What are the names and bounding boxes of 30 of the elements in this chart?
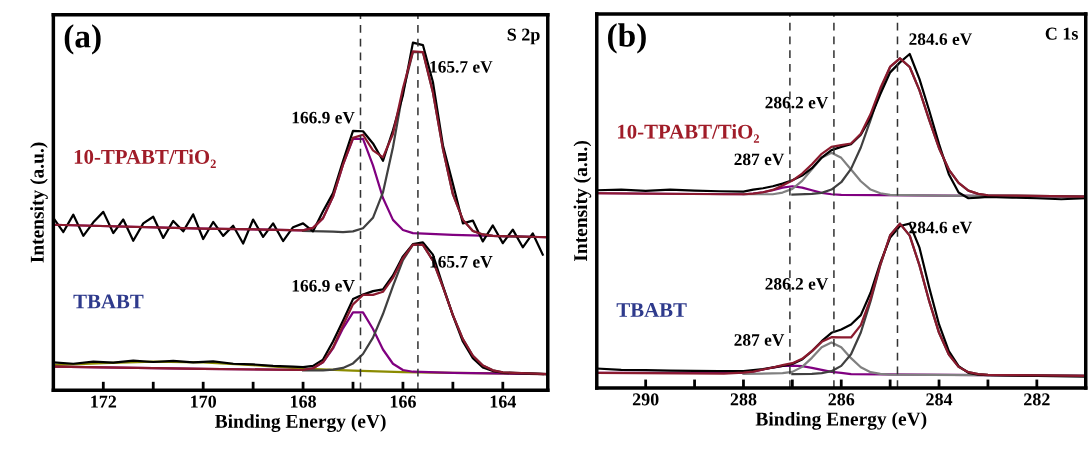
annotation: 286.2 eV <box>765 278 829 290</box>
annotation: 286.2 eV <box>765 96 829 109</box>
annotation: 166.9 eV <box>292 279 355 292</box>
chart-subtitle: C 1s <box>1045 27 1078 40</box>
chart-title: (a) <box>64 24 101 55</box>
chart-subtitle: S 2p <box>507 28 540 45</box>
x-tick-label: 290 <box>632 393 659 406</box>
x-tick-label: 284 <box>926 393 953 406</box>
x-tick-label: 172 <box>91 395 117 408</box>
x-tick-label: 168 <box>290 395 316 408</box>
annotation: 166.9 eV <box>292 111 355 124</box>
annotation: 287 eV <box>734 153 785 166</box>
annotation: 165.7 eV <box>430 61 493 73</box>
text: TBABT <box>616 303 687 317</box>
text: 10-TPABT/TiO₂ <box>618 124 760 143</box>
x-tick-label: 164 <box>490 395 517 408</box>
x-axis-title: Binding Energy (eV) <box>755 411 927 430</box>
x-tick-label: 288 <box>730 393 757 406</box>
chart-title: (b) <box>608 23 646 54</box>
annotation: 287 eV <box>734 334 785 346</box>
text: 10-TPABT/TiO₂ <box>74 149 216 168</box>
annotation: 284.6 eV <box>909 33 973 46</box>
x-tick-label: 170 <box>191 395 217 408</box>
y-axis-title: Intensity (a.u.) <box>30 142 48 263</box>
x-tick-label: 282 <box>1024 393 1050 406</box>
x-tick-label: 166 <box>390 395 416 408</box>
text: TBABT <box>73 294 144 309</box>
y-axis-title: Intensity (a.u.) <box>573 141 592 262</box>
x-tick-label: 286 <box>828 393 855 406</box>
x-axis-title: Binding Energy (eV) <box>215 414 386 432</box>
